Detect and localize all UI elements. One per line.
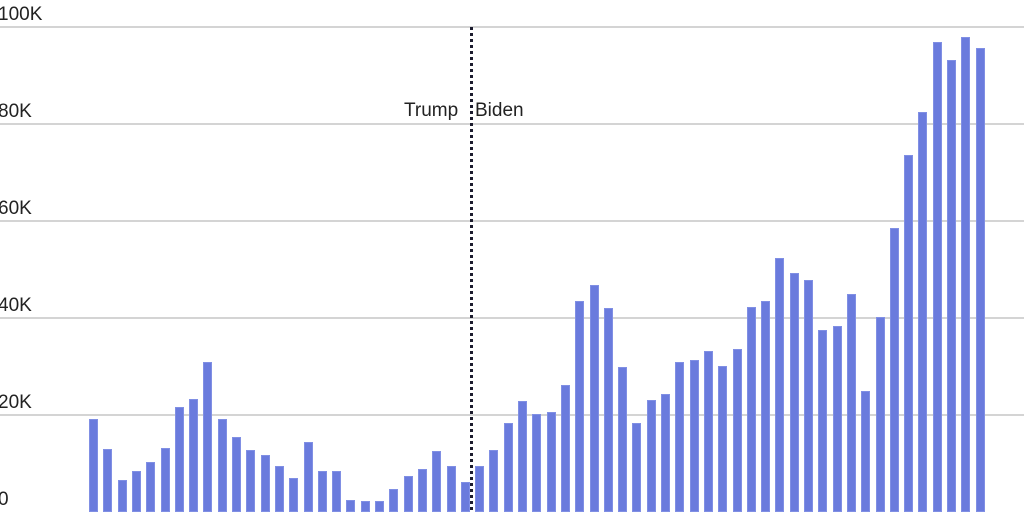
- bar: [933, 42, 942, 512]
- bar: [590, 285, 599, 512]
- y-tick-label: 60K: [0, 198, 32, 219]
- bar: [89, 418, 98, 512]
- bar: [361, 500, 370, 512]
- bar: [432, 450, 441, 512]
- bar: [847, 293, 856, 512]
- bar: [475, 465, 484, 512]
- bar: [203, 362, 212, 512]
- bar: [175, 406, 184, 512]
- bar: [632, 422, 641, 512]
- bar: [561, 384, 570, 512]
- bar: [575, 301, 584, 512]
- bar: [218, 418, 227, 512]
- bar: [604, 307, 613, 512]
- bar: [304, 442, 313, 512]
- bar: [146, 462, 155, 512]
- bar: [947, 59, 956, 512]
- bar: [876, 317, 885, 512]
- bar: [346, 499, 355, 512]
- bar: [804, 280, 813, 512]
- gridline: [0, 414, 1024, 416]
- bar: [833, 325, 842, 512]
- gridline: [0, 123, 1024, 125]
- annotation-trump: Trump: [404, 100, 459, 121]
- bar: [275, 465, 284, 512]
- bar: [489, 449, 498, 512]
- bar: [733, 349, 742, 512]
- bar: [518, 400, 527, 512]
- y-tick-label: 0: [0, 489, 9, 510]
- y-tick-label: 100K: [0, 4, 43, 25]
- y-tick-label: 20K: [0, 392, 32, 413]
- bar: [318, 470, 327, 512]
- bar: [547, 412, 556, 512]
- bar: [418, 468, 427, 512]
- bar: [890, 227, 899, 512]
- bar: [718, 366, 727, 512]
- bar: [132, 470, 141, 512]
- gridline: [0, 220, 1024, 222]
- bar: [332, 470, 341, 512]
- bar: [790, 272, 799, 512]
- gridline: [0, 26, 1024, 28]
- bar: [818, 330, 827, 512]
- gridline: [0, 317, 1024, 319]
- bar: [904, 155, 913, 512]
- bar: [246, 449, 255, 512]
- bar: [375, 500, 384, 512]
- bar: [976, 47, 985, 512]
- bar: [103, 448, 112, 512]
- bar: [675, 362, 684, 512]
- bar: [918, 111, 927, 512]
- bar: [118, 480, 127, 512]
- bar: [618, 367, 627, 512]
- bar: [704, 350, 713, 512]
- bar: [661, 394, 670, 512]
- bar: [461, 481, 470, 512]
- bar: [532, 414, 541, 512]
- bar: [261, 455, 270, 512]
- bar: [961, 37, 970, 512]
- annotation-biden: Biden: [475, 100, 524, 121]
- bar: [647, 399, 656, 512]
- bar: [189, 399, 198, 512]
- bar: [690, 360, 699, 512]
- bar: [775, 257, 784, 512]
- bar: [747, 306, 756, 512]
- bar: [232, 436, 241, 512]
- bar: [447, 465, 456, 512]
- bar: [389, 489, 398, 512]
- bar: [404, 476, 413, 512]
- y-tick-label: 80K: [0, 101, 32, 122]
- bar: [161, 447, 170, 512]
- bar: [289, 478, 298, 512]
- bar: [861, 390, 870, 512]
- y-tick-label: 40K: [0, 295, 32, 316]
- administration-divider-line: [470, 27, 473, 512]
- bar: [761, 301, 770, 512]
- bar: [504, 422, 513, 512]
